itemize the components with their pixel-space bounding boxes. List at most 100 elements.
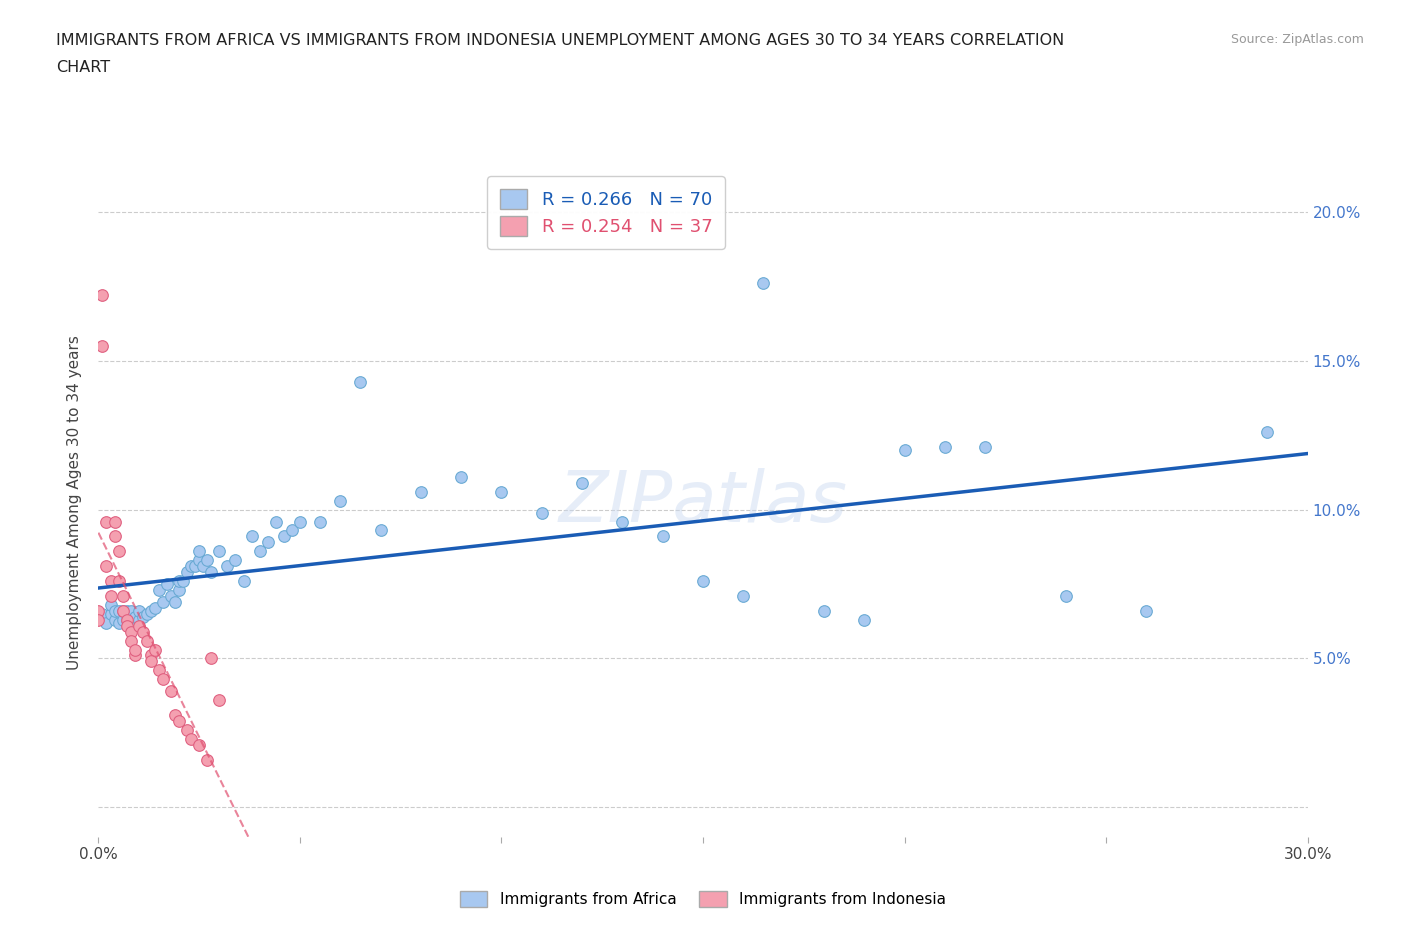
Point [111, 589, 134, 604]
Point [288, 514, 311, 529]
Point [96, 616, 118, 631]
Point [893, 443, 915, 458]
Point [120, 633, 142, 648]
Point [240, 529, 263, 544]
Point [135, 633, 157, 648]
Point [107, 544, 129, 559]
Point [530, 505, 553, 520]
Point [124, 609, 146, 624]
Point [115, 618, 138, 633]
Point [309, 514, 332, 529]
Point [103, 604, 125, 618]
Point [853, 612, 876, 627]
Point [96, 514, 118, 529]
Point [180, 731, 202, 746]
Point [152, 594, 174, 609]
Point [934, 440, 956, 455]
Point [208, 693, 231, 708]
Point [224, 552, 246, 567]
Point [256, 535, 278, 550]
Point [370, 523, 392, 538]
Point [974, 440, 997, 455]
Point [107, 604, 129, 618]
Point [176, 723, 198, 737]
Point [188, 544, 211, 559]
Point [100, 606, 122, 621]
Point [152, 671, 174, 686]
Point [752, 276, 775, 291]
Point [115, 612, 138, 627]
Point [409, 485, 432, 499]
Point [232, 574, 254, 589]
Point [612, 514, 634, 529]
Point [1135, 604, 1157, 618]
Point [349, 374, 371, 389]
Point [160, 589, 183, 604]
Text: CHART: CHART [56, 60, 110, 75]
Point [195, 752, 218, 767]
Point [813, 604, 835, 618]
Point [143, 642, 166, 657]
Point [143, 601, 166, 616]
Point [160, 684, 183, 698]
Point [91, 288, 114, 303]
Point [103, 529, 125, 544]
Point [200, 651, 222, 666]
Point [128, 618, 150, 633]
Point [120, 612, 142, 627]
Point [273, 529, 295, 544]
Point [1256, 425, 1278, 440]
Point [135, 606, 157, 621]
Point [87, 604, 110, 618]
Point [163, 708, 186, 723]
Point [111, 604, 134, 618]
Point [180, 559, 202, 574]
Point [264, 514, 287, 529]
Point [167, 713, 190, 728]
Point [91, 606, 114, 621]
Point [107, 574, 129, 589]
Point [249, 544, 271, 559]
Point [115, 604, 138, 618]
Point [124, 648, 146, 663]
Legend: Immigrants from Africa, Immigrants from Indonesia: Immigrants from Africa, Immigrants from … [454, 884, 952, 913]
Y-axis label: Unemployment Among Ages 30 to 34 years: Unemployment Among Ages 30 to 34 years [67, 335, 83, 670]
Point [195, 552, 218, 567]
Point [103, 612, 125, 627]
Point [208, 544, 231, 559]
Point [96, 559, 118, 574]
Point [733, 589, 755, 604]
Point [172, 574, 194, 589]
Point [124, 642, 146, 657]
Point [139, 648, 162, 663]
Point [107, 616, 129, 631]
Legend: R = 0.266   N = 70, R = 0.254   N = 37: R = 0.266 N = 70, R = 0.254 N = 37 [488, 177, 725, 248]
Point [87, 612, 110, 627]
Point [167, 582, 190, 597]
Point [100, 574, 122, 589]
Text: ZIPatlas: ZIPatlas [558, 468, 848, 537]
Point [571, 475, 593, 490]
Point [329, 493, 352, 508]
Point [1054, 589, 1077, 604]
Point [200, 565, 222, 579]
Text: IMMIGRANTS FROM AFRICA VS IMMIGRANTS FROM INDONESIA UNEMPLOYMENT AMONG AGES 30 T: IMMIGRANTS FROM AFRICA VS IMMIGRANTS FRO… [56, 33, 1064, 47]
Point [188, 552, 211, 567]
Point [139, 604, 162, 618]
Point [188, 737, 211, 752]
Point [450, 470, 472, 485]
Point [184, 559, 207, 574]
Point [193, 559, 215, 574]
Point [139, 654, 162, 669]
Point [156, 577, 179, 591]
Text: Source: ZipAtlas.com: Source: ZipAtlas.com [1230, 33, 1364, 46]
Point [111, 604, 134, 618]
Point [176, 565, 198, 579]
Point [128, 604, 150, 618]
Point [148, 663, 170, 678]
Point [217, 559, 239, 574]
Point [132, 624, 155, 639]
Point [167, 574, 190, 589]
Point [103, 514, 125, 529]
Point [100, 589, 122, 604]
